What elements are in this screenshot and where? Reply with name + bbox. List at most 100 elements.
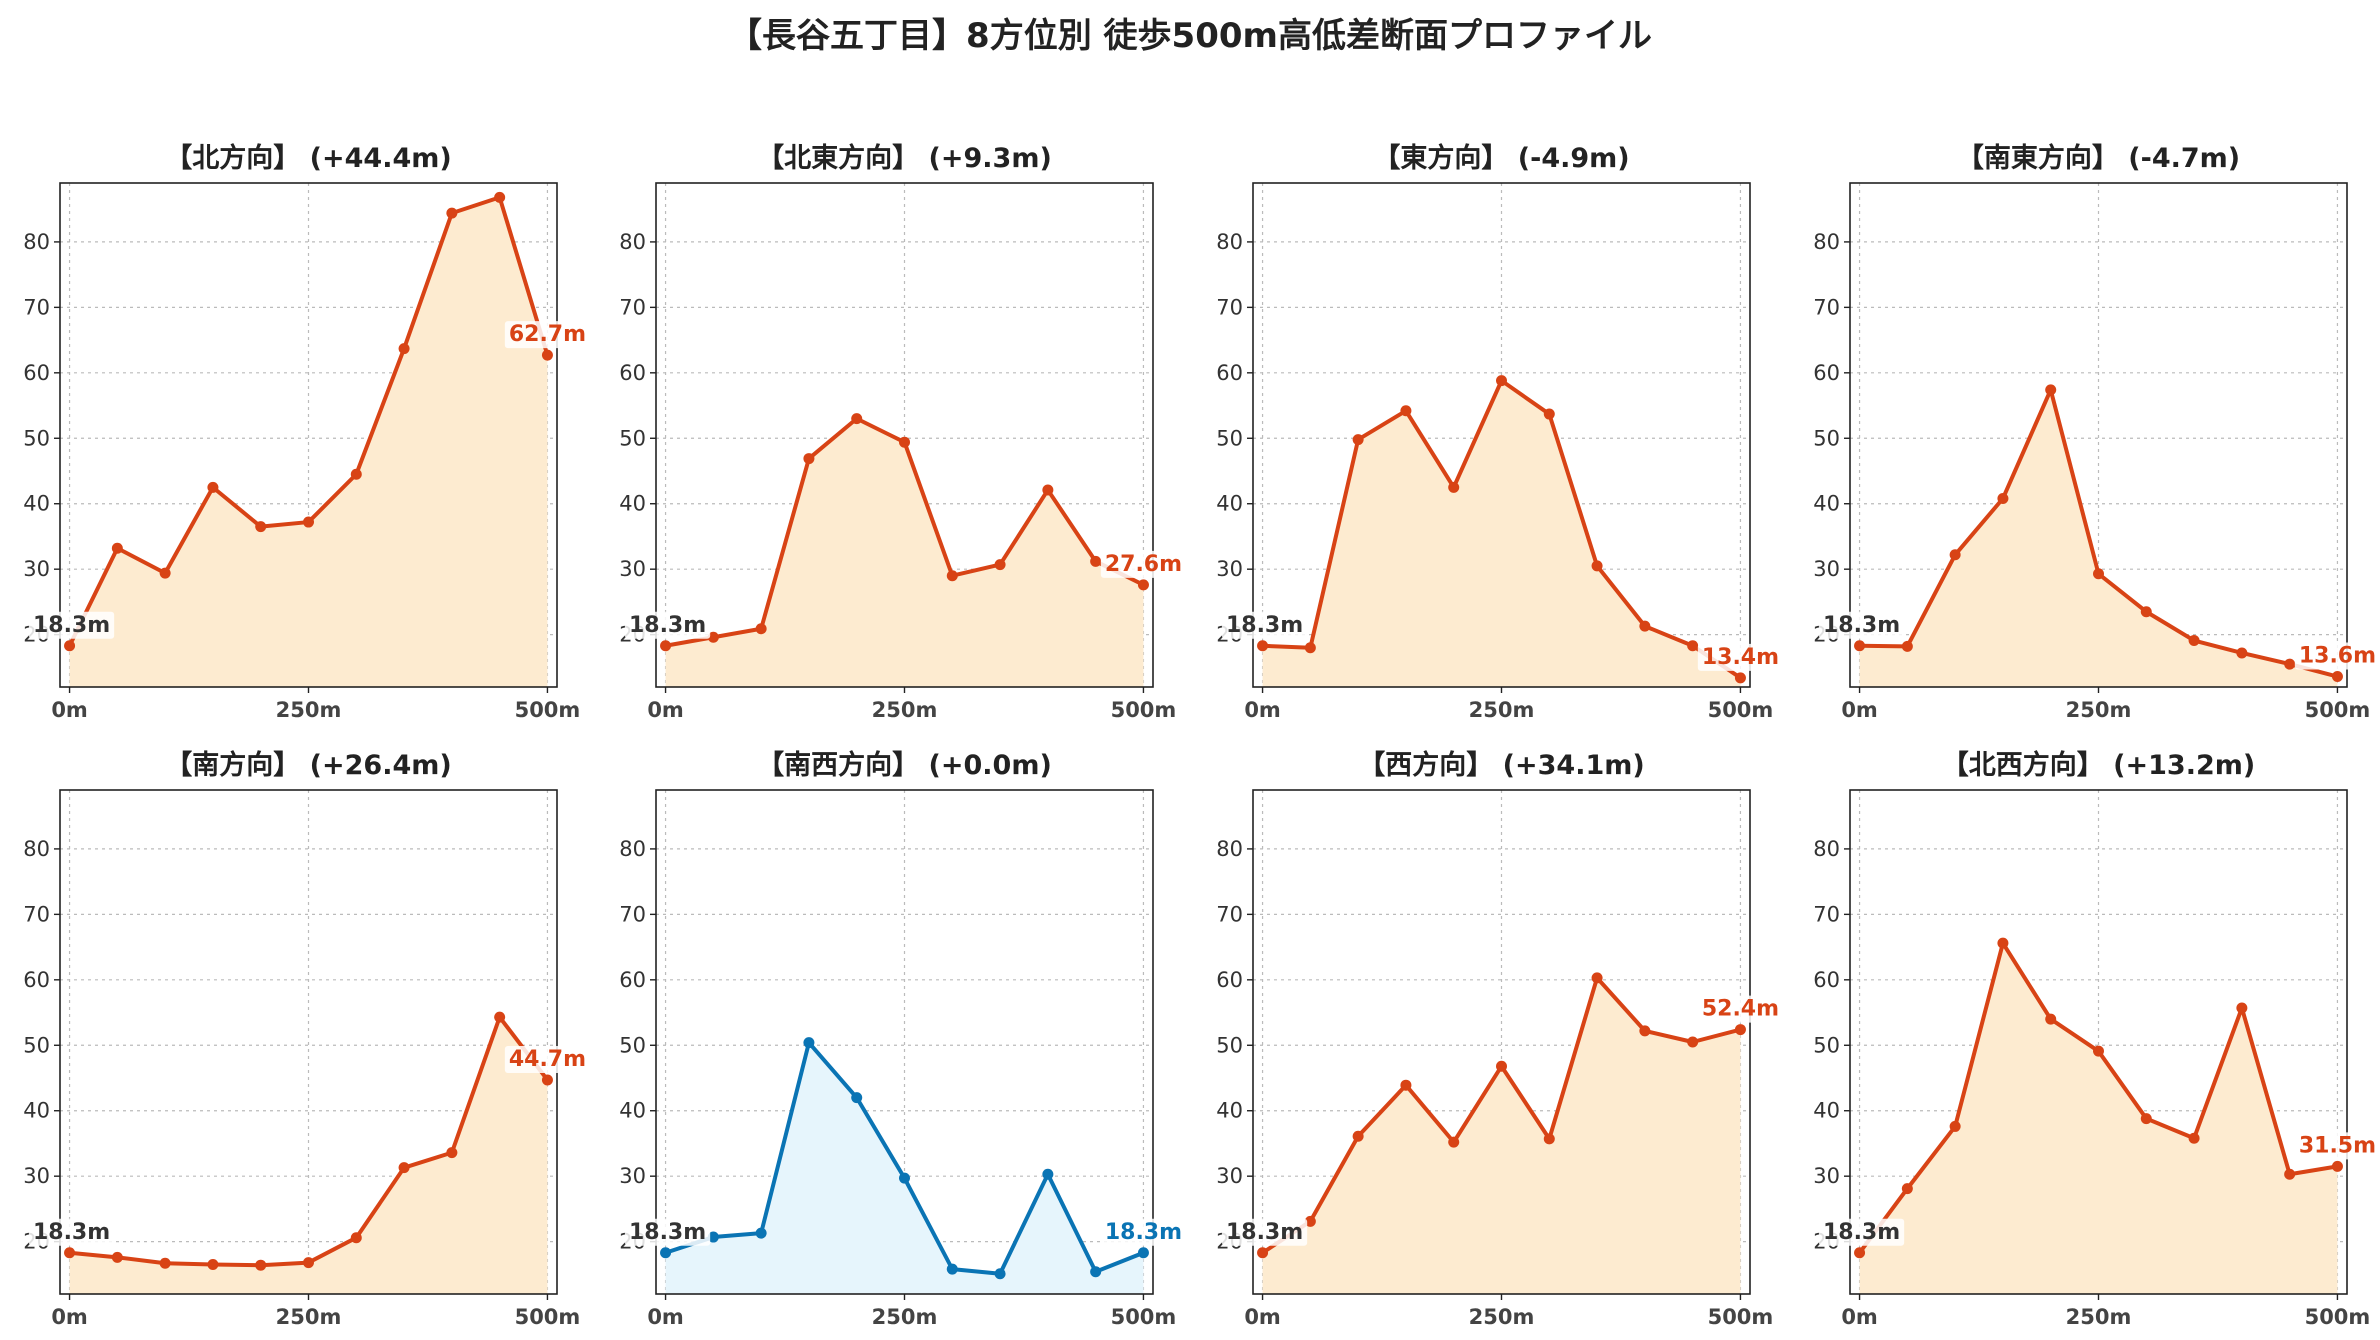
y-tick-label: 50: [619, 1033, 646, 1057]
data-point: [851, 413, 863, 425]
data-point: [1304, 642, 1316, 654]
end-elevation-label-text: 31.5m: [2299, 1133, 2376, 1158]
end-elevation-label-text: 18.3m: [1105, 1220, 1182, 1245]
data-point: [1591, 560, 1603, 572]
end-elevation-label: 18.3m: [1100, 1218, 1187, 1246]
start-elevation-label-text: 18.3m: [629, 613, 706, 638]
data-point: [1687, 640, 1699, 652]
data-point: [494, 1011, 506, 1023]
data-point: [1090, 555, 1102, 567]
x-tick-label: 0m: [51, 1305, 88, 1329]
data-point: [1901, 640, 1913, 652]
end-elevation-label: 31.5m: [2294, 1132, 2380, 1160]
x-tick-label: 500m: [1111, 698, 1177, 722]
x-tick-label: 500m: [1708, 698, 1774, 722]
start-elevation-label: 18.3m: [1818, 1218, 1905, 1246]
data-point: [541, 349, 553, 361]
x-tick-label: 250m: [276, 698, 342, 722]
elevation-area: [665, 418, 1144, 687]
y-tick-label: 50: [619, 426, 646, 450]
start-elevation-label: 18.3m: [1818, 611, 1905, 639]
y-tick-label: 60: [1813, 361, 1840, 385]
y-tick-label: 60: [23, 361, 50, 385]
end-elevation-label-bg: [1100, 1218, 1187, 1246]
data-point: [2284, 1168, 2296, 1180]
elevation-panel-7: 【北西方向】 (+13.2m)203040506070800m250m500m1…: [1813, 749, 2380, 1329]
data-point: [1734, 672, 1746, 684]
y-tick-label: 80: [1813, 230, 1840, 254]
data-point: [398, 1162, 410, 1174]
start-elevation-label-bg: [1818, 611, 1905, 639]
start-elevation-label: 18.3m: [624, 1218, 711, 1246]
y-tick-label: 30: [619, 1164, 646, 1188]
end-elevation-label-bg: [504, 1045, 591, 1073]
elevation-area: [665, 1042, 1144, 1294]
panel-title: 【北方向】 (+44.4m): [165, 142, 451, 174]
y-tick-label: 50: [1813, 426, 1840, 450]
data-point: [207, 481, 219, 493]
y-tick-label: 80: [23, 837, 50, 861]
data-point: [446, 1147, 458, 1159]
x-tick-label: 0m: [1841, 698, 1878, 722]
data-point: [303, 1257, 314, 1269]
data-point: [446, 207, 458, 219]
data-point: [2331, 671, 2343, 683]
elevation-area: [1262, 380, 1741, 687]
x-tick-label: 250m: [1469, 698, 1535, 722]
data-point: [2140, 606, 2152, 618]
elevation-area: [1859, 389, 2338, 687]
data-point: [1400, 405, 1412, 417]
figure-title: 【長谷五丁目】8方位別 徒歩500m高低差断面プロファイル: [728, 16, 1652, 56]
data-point: [2284, 658, 2296, 670]
end-elevation-label-bg: [2294, 642, 2380, 670]
start-elevation-label-bg: [1221, 1218, 1308, 1246]
data-point: [111, 542, 123, 554]
data-point: [1997, 937, 2009, 949]
start-elevation-label: 18.3m: [1221, 611, 1308, 639]
elevation-area: [1859, 943, 2338, 1294]
x-tick-label: 500m: [1111, 1305, 1177, 1329]
start-elevation-label: 18.3m: [1221, 1218, 1308, 1246]
data-point: [851, 1092, 863, 1104]
y-tick-label: 50: [1813, 1033, 1840, 1057]
start-elevation-label-text: 18.3m: [33, 1220, 110, 1245]
y-tick-label: 40: [23, 1099, 50, 1123]
y-tick-label: 80: [619, 837, 646, 861]
data-point: [1949, 1120, 1961, 1132]
elevation-panel-3: 【南東方向】 (-4.7m)203040506070800m250m500m18…: [1813, 142, 2380, 722]
y-tick-label: 80: [23, 230, 50, 254]
x-tick-label: 250m: [2066, 698, 2132, 722]
data-point: [1042, 484, 1054, 496]
start-elevation-label: 18.3m: [28, 1218, 115, 1246]
data-point: [2188, 1132, 2200, 1144]
y-tick-label: 40: [619, 492, 646, 516]
y-tick-label: 30: [23, 557, 50, 581]
x-tick-label: 0m: [51, 698, 88, 722]
data-point: [803, 1037, 815, 1049]
data-point: [1639, 1025, 1651, 1037]
data-point: [1352, 1130, 1364, 1142]
data-point: [64, 640, 76, 652]
y-tick-label: 70: [1216, 902, 1243, 926]
panel-title: 【南東方向】 (-4.7m): [1957, 142, 2240, 174]
y-tick-label: 60: [1216, 361, 1243, 385]
y-tick-label: 60: [1216, 968, 1243, 992]
data-point: [1543, 408, 1555, 420]
data-point: [1137, 579, 1149, 591]
x-tick-label: 500m: [2305, 1305, 2371, 1329]
start-elevation-label-text: 18.3m: [33, 613, 110, 638]
y-tick-label: 80: [619, 230, 646, 254]
data-point: [64, 1247, 76, 1259]
data-point: [159, 1257, 171, 1269]
data-point: [755, 1227, 767, 1239]
elevation-area: [69, 1017, 548, 1294]
y-tick-label: 40: [23, 492, 50, 516]
x-tick-label: 250m: [872, 1305, 938, 1329]
x-tick-label: 500m: [1708, 1305, 1774, 1329]
start-elevation-label: 18.3m: [624, 611, 711, 639]
start-elevation-label-bg: [624, 611, 711, 639]
panel-title: 【北西方向】 (+13.2m): [1942, 749, 2255, 781]
y-tick-label: 70: [619, 902, 646, 926]
x-tick-label: 250m: [872, 698, 938, 722]
data-point: [1543, 1133, 1555, 1145]
